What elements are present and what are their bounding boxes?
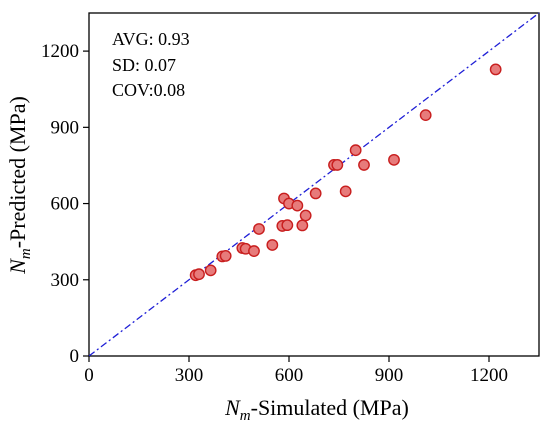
data-points [189,63,502,282]
data-point [339,185,352,198]
data-point [193,268,205,281]
data-point [489,63,502,76]
x-axis-title-subscript: m [240,408,251,424]
data-point [253,223,265,235]
data-point [309,187,322,200]
data-point [248,245,260,257]
stats-annotation: AVG: 0.93 SD: 0.07 COV:0.08 [112,29,190,100]
data-point [358,159,370,171]
data-point [419,109,432,122]
data-point [331,159,344,171]
reference-line-layer [88,12,540,357]
axis-ticks: 0 300 600 900 1200 0 300 600 900 1200 [41,41,508,386]
x-tick-label: 300 [175,365,204,386]
y-axis-title: Nm-Predicted (MPa) [5,96,34,275]
data-point [281,219,294,232]
x-axis-title-symbol: N [224,395,241,420]
data-point [299,209,312,222]
y-tick-label: 300 [51,270,80,291]
x-axis-title: Nm-Simulated (MPa) [224,395,409,424]
cov-annotation: COV:0.08 [112,80,185,100]
y-tick-label: 600 [51,194,80,215]
data-point [291,199,304,212]
plot-area [88,12,540,357]
data-point [204,264,217,277]
y-axis-title-text: -Predicted (MPa) [5,96,30,248]
data-point [296,219,309,232]
x-axis-title-text: -Simulated (MPa) [251,395,409,420]
plot-border [88,12,540,357]
avg-annotation: AVG: 0.93 [112,29,190,49]
x-tick-label: 1200 [470,365,508,386]
x-tick-label: 0 [84,365,94,386]
y-axis-title-subscript: m [18,248,34,259]
x-tick-label: 600 [275,365,304,386]
x-tick-label: 900 [375,365,404,386]
y-axis-title-symbol: N [5,258,30,275]
y-tick-label: 900 [51,117,80,138]
y-tick-label: 0 [70,346,80,367]
sd-annotation: SD: 0.07 [112,55,176,75]
reference-line [88,12,540,357]
y-tick-label: 1200 [41,41,79,62]
data-point [349,144,362,157]
data-point [388,153,400,166]
data-point [266,239,279,251]
data-point [219,249,232,262]
